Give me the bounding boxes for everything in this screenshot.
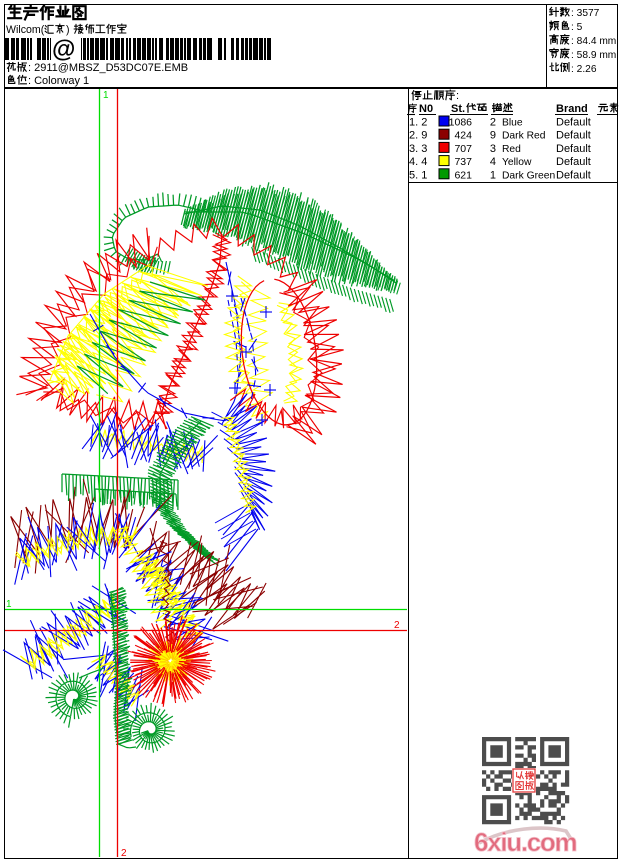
svg-text:621: 621 (454, 169, 472, 181)
svg-text:Default: Default (556, 156, 591, 168)
svg-text:Default: Default (556, 143, 591, 155)
svg-text:Wilcom(: Wilcom( (6, 24, 45, 36)
svg-text:1: 1 (6, 599, 12, 610)
svg-text:: 5: : 5 (571, 22, 583, 33)
svg-text:4. 4: 4. 4 (409, 156, 427, 168)
svg-text:1. 2: 1. 2 (409, 117, 427, 129)
svg-text:6xiu.com: 6xiu.com (474, 827, 576, 857)
svg-text:): ) (66, 24, 70, 36)
svg-text:9: 9 (490, 130, 496, 142)
svg-text:3. 3: 3. 3 (409, 143, 427, 155)
svg-text:2. 9: 2. 9 (409, 130, 427, 142)
svg-text:Default: Default (556, 130, 591, 142)
svg-text:Default: Default (556, 169, 591, 181)
svg-text:@: @ (52, 36, 75, 63)
svg-text:St.: St. (451, 103, 465, 115)
svg-text:Dark Green: Dark Green (502, 170, 555, 181)
svg-text:5. 1: 5. 1 (409, 169, 427, 181)
svg-text:707: 707 (454, 143, 472, 155)
svg-text::: : (456, 90, 459, 102)
svg-text:737: 737 (454, 156, 472, 168)
svg-text:: 3577: : 3577 (571, 8, 600, 19)
svg-text:Yellow: Yellow (502, 157, 532, 168)
svg-text:424: 424 (454, 130, 472, 142)
svg-text:N0: N0 (419, 103, 433, 115)
svg-text:: 2.26: : 2.26 (571, 64, 597, 75)
svg-text:Blue: Blue (502, 118, 523, 129)
svg-text:4: 4 (490, 156, 496, 168)
svg-text:: 58.9 mm: : 58.9 mm (571, 50, 616, 61)
svg-text:: 2911@MBSZ_D53DC07E.EMB: : 2911@MBSZ_D53DC07E.EMB (28, 62, 188, 74)
svg-text:1: 1 (490, 169, 496, 181)
svg-text:: Colorway 1: : Colorway 1 (28, 75, 89, 87)
svg-text:1: 1 (103, 90, 109, 101)
svg-text:2: 2 (121, 848, 127, 859)
svg-text:2: 2 (394, 620, 400, 631)
svg-text:1086: 1086 (449, 117, 473, 129)
svg-text:Red: Red (502, 144, 521, 155)
svg-text:2: 2 (490, 117, 496, 129)
svg-text:3: 3 (490, 143, 496, 155)
svg-text:Dark Red: Dark Red (502, 131, 546, 142)
svg-text:Default: Default (556, 117, 591, 129)
svg-text:: 84.4 mm: : 84.4 mm (571, 36, 616, 47)
svg-text:Brand: Brand (556, 103, 588, 115)
